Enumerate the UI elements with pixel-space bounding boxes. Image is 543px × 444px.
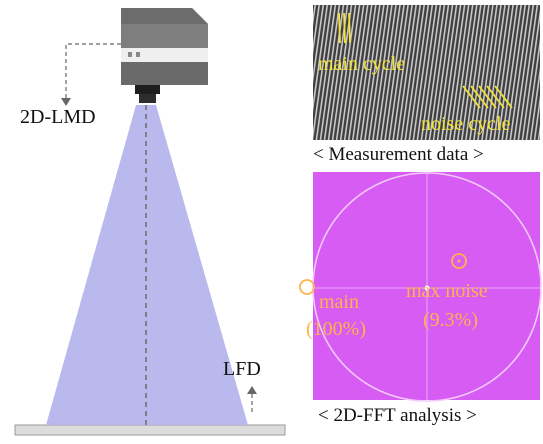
lfd-panel bbox=[14, 424, 286, 436]
lfd-label: LFD bbox=[223, 358, 261, 380]
max-noise-value: (9.3%) bbox=[423, 309, 478, 331]
max-noise-label: max noise bbox=[406, 280, 488, 302]
main-peak-marker bbox=[299, 279, 315, 295]
main-cycle-label: main cycle bbox=[318, 53, 406, 75]
max-noise-marker bbox=[451, 253, 467, 269]
device-label: 2D-LMD bbox=[20, 106, 96, 128]
noise-cycle-label: noise cycle bbox=[421, 113, 511, 135]
max-noise-point bbox=[457, 259, 461, 263]
main-cycle-marks bbox=[338, 12, 351, 44]
device-pointer bbox=[65, 43, 121, 100]
fft-dc-point bbox=[424, 285, 430, 291]
measurement-image bbox=[313, 5, 540, 140]
fft-boundary-circle bbox=[312, 172, 542, 402]
measurement-beam bbox=[46, 105, 248, 425]
measurement-caption: < Measurement data > bbox=[313, 144, 484, 165]
main-label: main bbox=[319, 291, 359, 313]
noise-cycle-marks bbox=[462, 85, 513, 109]
lfd-pointer-arrowhead bbox=[247, 386, 257, 394]
device-pointer-arrowhead bbox=[61, 98, 71, 106]
lmd-camera bbox=[121, 8, 208, 103]
fft-caption: < 2D-FFT analysis > bbox=[318, 405, 477, 426]
main-value: (100%) bbox=[306, 318, 366, 340]
